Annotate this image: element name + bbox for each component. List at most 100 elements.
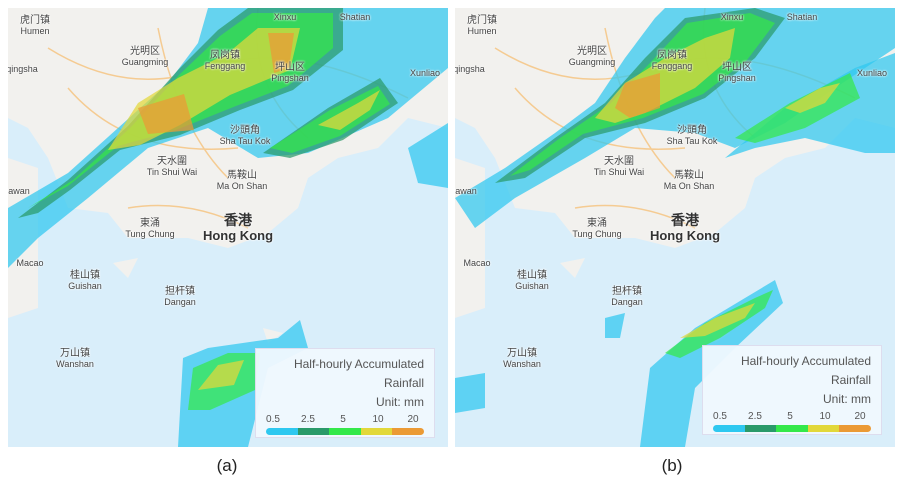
legend-tick: 20: [407, 414, 419, 425]
place-label: qingsha: [8, 64, 38, 75]
place-label: 沙頭角 Sha Tau Kok: [220, 125, 271, 147]
place-name-en: Fenggang: [204, 61, 246, 71]
legend-title: Half-hourly Accumulated: [293, 357, 424, 371]
place-name-en: Ma On Shan: [663, 181, 715, 191]
legend-tick: 2.5: [301, 414, 315, 425]
place-label: Macao: [16, 258, 43, 269]
place-name-zh: 沙頭角: [677, 125, 707, 136]
place-name-en: iawan: [8, 186, 30, 196]
place-name-en: Tung Chung: [125, 229, 175, 239]
place-label: 香港 Hong Kong: [203, 212, 273, 244]
place-name-en: Guishan: [68, 281, 102, 291]
rainfall-cell: [8, 8, 448, 268]
place-name-en: Ma On Shan: [216, 181, 268, 191]
rainfall-cell: [785, 83, 840, 113]
place-name-en: qingsha: [455, 64, 485, 74]
legend: Half-hourly Accumulated Rainfall Unit: m…: [255, 348, 435, 438]
place-name-zh: 天水圍: [156, 156, 187, 167]
rainfall-cell: [198, 360, 244, 390]
place-label: 担杆镇 Dangan: [611, 286, 643, 308]
place-label: Shatian: [787, 12, 818, 23]
place-label: Xunliao: [857, 68, 887, 79]
place-label: 万山镇 Wanshan: [56, 348, 94, 370]
map-panel-a: 虎门镇 Humen 光明区 Guangming 凤岗镇 Fenggang 坪山区 Pingsh…: [8, 8, 448, 447]
place-name-en: Guishan: [515, 281, 549, 291]
place-name-en: Pingshan: [718, 73, 756, 83]
legend-tick: 10: [819, 411, 831, 422]
rainfall-cell: [408, 123, 448, 188]
legend-swatch: [713, 425, 745, 432]
place-label: 凤岗镇 Fenggang: [205, 50, 246, 72]
legend-tick: 0.5: [713, 411, 727, 422]
map-panel-b: 虎门镇 Humen 光明区 Guangming 凤岗镇 Fenggang 坪山区 Pingsh…: [455, 8, 895, 447]
place-label: 虎门镇 Humen: [20, 15, 50, 37]
place-name-zh: 東涌: [139, 218, 160, 229]
place-label: 凤岗镇 Fenggang: [652, 50, 693, 72]
place-name-en: Sha Tau Kok: [219, 136, 271, 146]
place-name-zh: 凤岗镇: [209, 50, 240, 61]
place-name-zh: 香港: [223, 212, 252, 228]
place-label: 担杆镇 Dangan: [164, 286, 196, 308]
legend: Half-hourly Accumulated Rainfall Unit: m…: [702, 345, 882, 435]
legend-tick: 0.5: [266, 414, 280, 425]
place-name-zh: 沙頭角: [230, 125, 260, 136]
place-name-zh: 光明区: [130, 46, 160, 57]
place-label: 虎门镇 Humen: [467, 15, 497, 37]
place-label: 東涌 Tung Chung: [572, 218, 621, 240]
legend-swatch: [839, 425, 871, 432]
place-name-zh: 桂山镇: [517, 270, 547, 281]
place-name-zh: 桂山镇: [70, 270, 100, 281]
legend-ticks: 0.5 2.5 5 10 20: [713, 411, 871, 423]
place-label: 桂山镇 Guishan: [68, 270, 102, 292]
caption-b: (b): [661, 456, 683, 475]
legend-colorbar: [266, 428, 424, 435]
legend-tick: 20: [854, 411, 866, 422]
place-label: qingsha: [455, 64, 485, 75]
place-label: 坪山区 Pingshan: [718, 62, 756, 84]
place-label: Xinxu: [721, 12, 744, 23]
place-name-en: Hong Kong: [649, 228, 721, 243]
place-name-en: Humen: [467, 26, 497, 36]
place-name-zh: 東涌: [586, 218, 607, 229]
place-label: 天水圍 Tin Shui Wai: [147, 156, 197, 178]
place-name-en: Tin Shui Wai: [146, 167, 198, 177]
legend-swatch: [807, 425, 840, 432]
place-name-en: Xinxu: [273, 12, 297, 22]
place-name-en: Wanshan: [503, 359, 541, 369]
place-name-zh: 坪山区: [275, 62, 305, 73]
place-name-en: Shatian: [786, 12, 818, 22]
place-name-zh: 天水圍: [603, 156, 634, 167]
place-label: 光明区 Guangming: [122, 46, 169, 68]
place-name-en: Shatian: [339, 12, 371, 22]
place-label: Macao: [463, 258, 490, 269]
place-label: 馬鞍山 Ma On Shan: [217, 170, 268, 192]
place-name-en: Pingshan: [271, 73, 309, 83]
place-name-zh: 万山镇: [60, 348, 90, 359]
place-label: 桂山镇 Guishan: [515, 270, 549, 292]
place-label: 沙頭角 Sha Tau Kok: [667, 125, 718, 147]
place-label: Xunliao: [410, 68, 440, 79]
legend-swatch: [392, 428, 424, 435]
place-label: Shatian: [340, 12, 371, 23]
legend-swatch: [297, 428, 330, 435]
place-name-en: Hong Kong: [202, 228, 274, 243]
legend-swatch: [266, 428, 298, 435]
legend-unit: Unit: mm: [376, 395, 424, 409]
legend-tick: 10: [372, 414, 384, 425]
place-label: 万山镇 Wanshan: [503, 348, 541, 370]
place-label: 坪山区 Pingshan: [271, 62, 309, 84]
place-name-en: Xunliao: [856, 68, 888, 78]
rainfall-cell: [318, 90, 380, 130]
rainfall-cell: [138, 94, 194, 134]
place-label: 光明区 Guangming: [569, 46, 616, 68]
legend-swatch: [744, 425, 777, 432]
place-label: 馬鞍山 Ma On Shan: [664, 170, 715, 192]
place-label: 天水圍 Tin Shui Wai: [594, 156, 644, 178]
place-name-en: Tung Chung: [572, 229, 622, 239]
place-name-en: iawan: [455, 186, 477, 196]
place-name-zh: 凤岗镇: [656, 50, 687, 61]
place-name-zh: 馬鞍山: [227, 170, 257, 181]
place-name-zh: 坪山区: [722, 62, 752, 73]
rainfall-cell: [268, 33, 294, 73]
place-label: Xinxu: [274, 12, 297, 23]
